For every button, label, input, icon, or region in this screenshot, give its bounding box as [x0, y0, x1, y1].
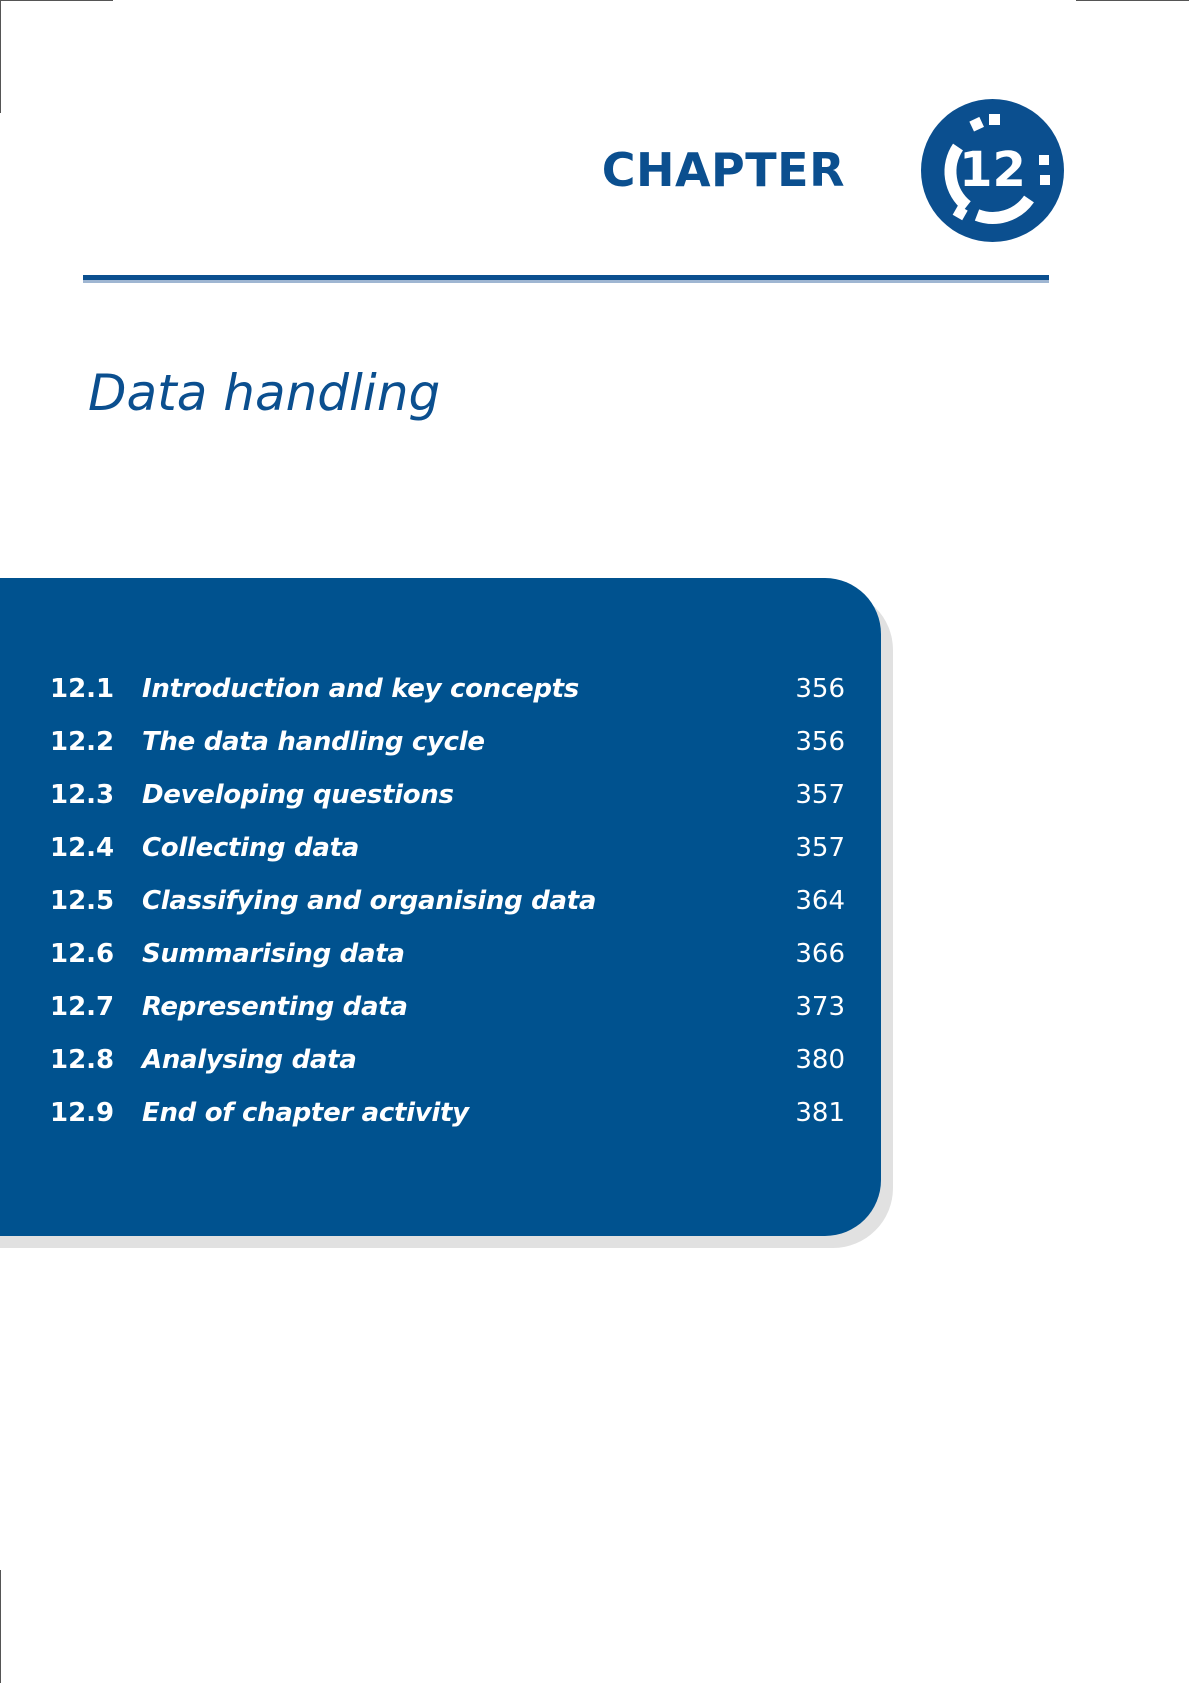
toc-section-number: 12.3 [50, 780, 115, 810]
toc-section-number: 12.1 [50, 674, 115, 704]
toc-section-number: 12.6 [50, 939, 115, 969]
header-rule [83, 275, 1049, 280]
toc-section-number: 12.2 [50, 727, 115, 757]
header-rule-shadow [83, 280, 1049, 283]
toc-page-number: 366 [795, 939, 845, 969]
toc-section-number: 12.4 [50, 833, 115, 863]
toc-item: 12.6 Summarising data 366 [0, 932, 881, 985]
crop-mark [0, 0, 1, 113]
chapter-label: CHAPTER [601, 143, 845, 197]
toc-section-title: Classifying and organising data [142, 886, 597, 916]
toc-section-title: The data handling cycle [142, 727, 485, 757]
toc-list: 12.1 Introduction and key concepts 356 1… [0, 667, 881, 1144]
chapter-number: 12 [959, 142, 1026, 198]
toc-section-title: Analysing data [142, 1045, 357, 1075]
toc-section-number: 12.9 [50, 1098, 115, 1128]
toc-item: 12.8 Analysing data 380 [0, 1038, 881, 1091]
toc-page-number: 356 [795, 674, 845, 704]
toc-section-title: Collecting data [142, 833, 359, 863]
toc-section-title: Introduction and key concepts [142, 674, 579, 704]
toc-page-number: 357 [795, 833, 845, 863]
crop-mark [1076, 0, 1189, 1]
crop-mark [0, 1570, 1, 1683]
toc-item: 12.2 The data handling cycle 356 [0, 720, 881, 773]
toc-item: 12.5 Classifying and organising data 364 [0, 879, 881, 932]
toc-item: 12.7 Representing data 373 [0, 985, 881, 1038]
toc-page-number: 381 [795, 1098, 845, 1128]
toc-section-number: 12.5 [50, 886, 115, 916]
toc-section-title: Representing data [142, 992, 408, 1022]
chapter-badge-icon [921, 99, 1064, 242]
toc-item: 12.9 End of chapter activity 381 [0, 1091, 881, 1144]
toc-panel [0, 578, 881, 1236]
toc-item: 12.4 Collecting data 357 [0, 826, 881, 879]
chapter-title: Data handling [88, 364, 441, 422]
toc-section-number: 12.8 [50, 1045, 115, 1075]
toc-section-title: Developing questions [142, 780, 454, 810]
toc-item: 12.1 Introduction and key concepts 356 [0, 667, 881, 720]
toc-page-number: 380 [795, 1045, 845, 1075]
toc-page-number: 364 [795, 886, 845, 916]
toc-section-title: Summarising data [142, 939, 405, 969]
toc-page-number: 357 [795, 780, 845, 810]
crop-mark [0, 0, 113, 1]
toc-page-number: 356 [795, 727, 845, 757]
toc-section-title: End of chapter activity [142, 1098, 469, 1128]
toc-item: 12.3 Developing questions 357 [0, 773, 881, 826]
toc-section-number: 12.7 [50, 992, 115, 1022]
toc-page-number: 373 [795, 992, 845, 1022]
